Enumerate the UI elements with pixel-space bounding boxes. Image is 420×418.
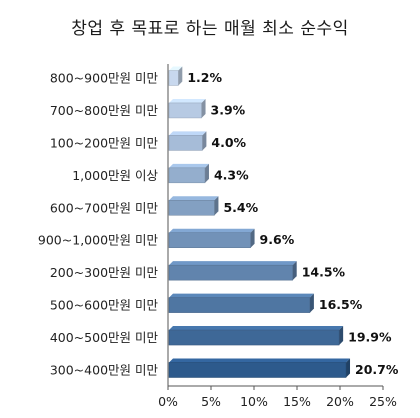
bar bbox=[168, 293, 314, 313]
bar-side-face bbox=[250, 228, 255, 248]
x-tick-label: 25% bbox=[369, 394, 397, 409]
data-label: 3.9% bbox=[211, 102, 246, 117]
bar-side-face bbox=[202, 131, 207, 151]
bar bbox=[168, 131, 207, 151]
bar-front-face bbox=[168, 362, 347, 378]
category-label: 400~500만원 미만 bbox=[50, 330, 159, 345]
x-tick-label: 15% bbox=[283, 394, 311, 409]
chart-title: 창업 후 목표로 하는 매월 최소 순수익 bbox=[71, 19, 349, 39]
bar-front-face bbox=[168, 329, 340, 346]
axis-layer: 0% 5% 10% 15% 20% 25% bbox=[158, 64, 397, 409]
bar-front-face bbox=[168, 297, 311, 313]
bar-side-face bbox=[178, 66, 183, 86]
bar-front-face bbox=[168, 232, 251, 248]
bar-side-face bbox=[201, 98, 206, 118]
bar-side-face bbox=[214, 196, 219, 216]
x-tick-label: 10% bbox=[240, 394, 268, 409]
data-label: 20.7% bbox=[355, 362, 399, 377]
bar-side-face bbox=[339, 326, 344, 346]
category-label: 900~1,000만원 미만 bbox=[38, 233, 159, 248]
bar bbox=[168, 196, 219, 216]
bar-front-face bbox=[168, 264, 293, 281]
bar-side-face bbox=[204, 163, 209, 183]
data-label: 1.2% bbox=[187, 70, 222, 85]
bar-top-face bbox=[169, 261, 297, 266]
data-label: 14.5% bbox=[302, 265, 346, 280]
category-label: 700~800만원 미만 bbox=[50, 103, 159, 118]
bar bbox=[168, 66, 183, 86]
bar bbox=[168, 228, 255, 248]
category-label: 200~300만원 미만 bbox=[50, 265, 159, 280]
bar bbox=[168, 358, 351, 378]
x-tick-label: 20% bbox=[326, 394, 354, 409]
x-tick-label: 5% bbox=[201, 394, 221, 409]
category-label: 800~900만원 미만 bbox=[50, 71, 159, 86]
bar-top-face bbox=[169, 98, 206, 103]
bar-front-face bbox=[168, 70, 179, 86]
bar bbox=[168, 98, 206, 119]
bar-front-face bbox=[168, 200, 215, 216]
data-label: 19.9% bbox=[348, 330, 392, 345]
bar-top-face bbox=[169, 163, 209, 168]
bar-front-face bbox=[168, 102, 202, 119]
data-label: 5.4% bbox=[223, 200, 258, 215]
bar bbox=[168, 326, 344, 346]
bar-top-face bbox=[169, 293, 314, 298]
labels-layer: 800~900만원 미만 1.2% 700~800만원 미만 3.9% 100~200만… bbox=[38, 70, 399, 378]
data-label: 9.6% bbox=[260, 232, 295, 247]
bar-front-face bbox=[168, 167, 206, 184]
data-label: 4.3% bbox=[214, 167, 249, 182]
category-label: 500~600만원 미만 bbox=[50, 298, 159, 313]
bar-top-face bbox=[169, 358, 351, 363]
bars-layer bbox=[168, 66, 351, 378]
bar-top-face bbox=[169, 228, 255, 233]
data-label: 4.0% bbox=[211, 135, 246, 150]
category-label: 300~400만원 미만 bbox=[50, 363, 159, 378]
category-label: 600~700만원 미만 bbox=[50, 200, 159, 215]
bar-top-face bbox=[169, 326, 344, 331]
bar-side-face bbox=[346, 358, 351, 378]
bar-side-face bbox=[292, 261, 297, 281]
bar-front-face bbox=[168, 135, 203, 151]
category-label: 100~200만원 미만 bbox=[50, 135, 159, 150]
bar-top-face bbox=[169, 66, 183, 71]
bar-top-face bbox=[169, 131, 207, 136]
bar bbox=[168, 163, 209, 184]
category-label: 1,000만원 이상 bbox=[72, 168, 158, 183]
data-label: 16.5% bbox=[319, 297, 363, 312]
bar-side-face bbox=[309, 293, 314, 313]
bar bbox=[168, 261, 297, 281]
x-tick-label: 0% bbox=[158, 394, 178, 409]
bar-top-face bbox=[169, 196, 219, 201]
